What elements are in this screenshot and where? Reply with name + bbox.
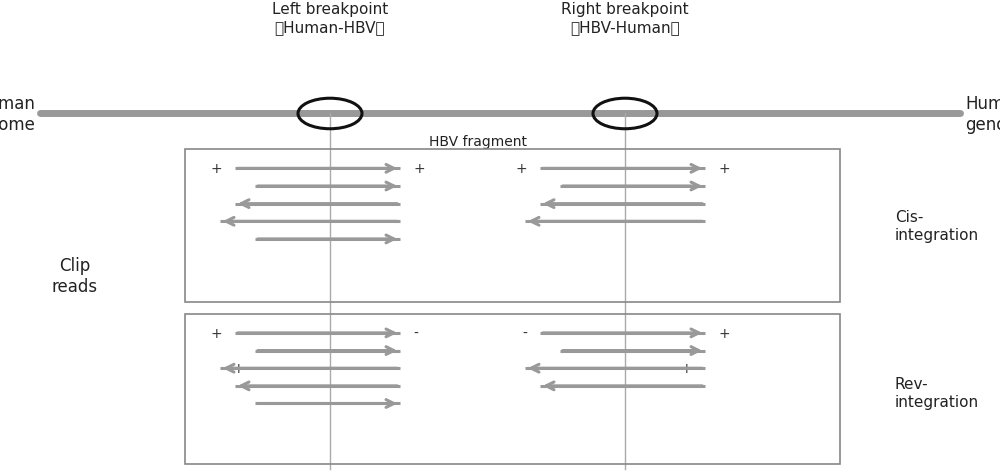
- Text: +: +: [718, 162, 730, 176]
- Text: -: -: [233, 215, 238, 229]
- Bar: [185, 150, 840, 302]
- Bar: [185, 314, 840, 464]
- Text: +: +: [515, 162, 527, 176]
- Text: Cis-
integration: Cis- integration: [895, 210, 979, 242]
- Text: -: -: [687, 215, 692, 229]
- Text: Clip
reads: Clip reads: [52, 257, 98, 296]
- Text: Rev-
integration: Rev- integration: [895, 377, 979, 409]
- Text: Right breakpoint
（HBV-Human）: Right breakpoint （HBV-Human）: [561, 2, 689, 35]
- Text: -: -: [413, 326, 418, 340]
- Text: -: -: [538, 215, 543, 229]
- Text: +: +: [413, 162, 425, 176]
- Text: +: +: [680, 361, 692, 376]
- Text: +: +: [233, 361, 245, 376]
- Text: -: -: [382, 215, 387, 229]
- Text: Human
genome: Human genome: [965, 95, 1000, 134]
- Text: Human
genome: Human genome: [0, 95, 35, 134]
- Text: Left breakpoint
（Human-HBV）: Left breakpoint （Human-HBV）: [272, 2, 388, 35]
- Text: HBV fragment: HBV fragment: [429, 134, 527, 148]
- Text: -: -: [538, 361, 543, 376]
- Text: -: -: [522, 326, 527, 340]
- Text: +: +: [210, 326, 222, 340]
- Text: -: -: [382, 361, 387, 376]
- Text: +: +: [718, 326, 730, 340]
- Text: +: +: [210, 162, 222, 176]
